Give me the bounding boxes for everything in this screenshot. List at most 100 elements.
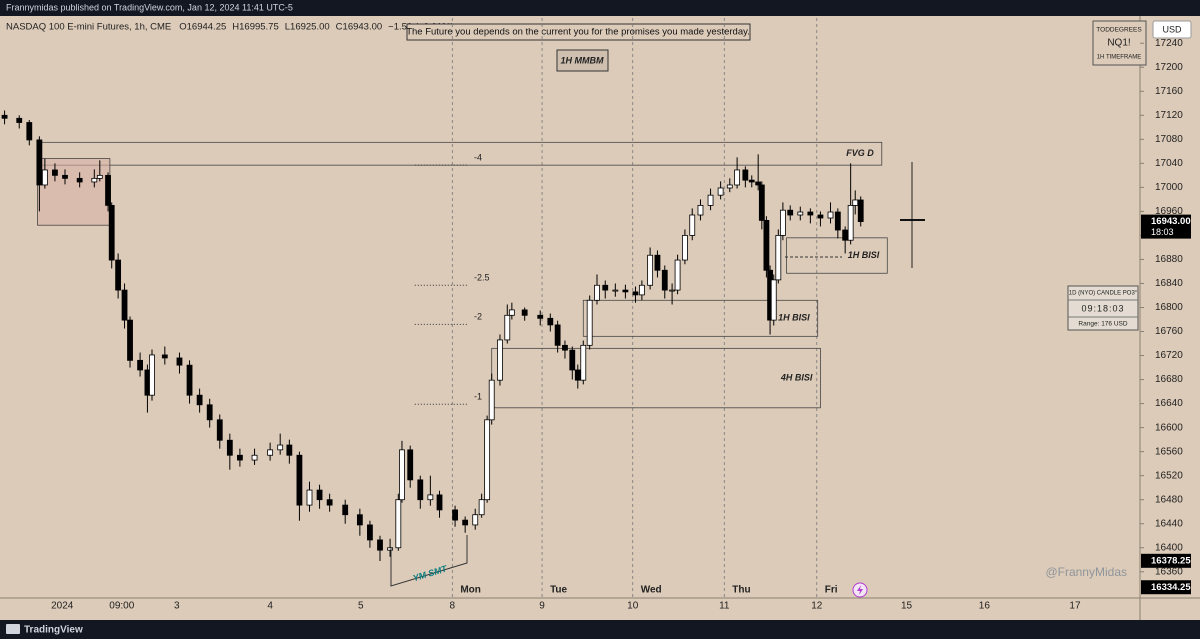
- info-symbol: NQ1!: [1107, 38, 1130, 49]
- candle-body: [41, 169, 48, 186]
- candle-body: [647, 254, 654, 286]
- y-tick-label: 17160: [1155, 86, 1183, 97]
- currency-button[interactable]: [1152, 20, 1192, 39]
- candle-body: [62, 174, 68, 179]
- y-tick-label: 17200: [1155, 62, 1183, 73]
- weekday-label: Mon: [460, 585, 481, 596]
- y-tick-label: 17240: [1155, 38, 1183, 49]
- candle-body: [580, 344, 587, 381]
- candle-body: [472, 514, 479, 526]
- candle-body: [569, 349, 576, 371]
- timer-panel: [1067, 285, 1139, 331]
- candle-body: [847, 204, 854, 241]
- y-tick-label: 16560: [1155, 446, 1183, 457]
- candle-body: [622, 289, 629, 293]
- publisher-text: Frannymidas published on TradingView.com…: [6, 2, 293, 12]
- x-tick-label: 9: [539, 601, 545, 612]
- info-timeframe: 1H TIMEFRAME: [1097, 55, 1142, 61]
- x-tick-label: 11: [719, 601, 730, 612]
- candle-body: [417, 479, 424, 501]
- smt-line: [390, 535, 468, 587]
- candle-body: [478, 499, 485, 516]
- candle-body: [237, 454, 243, 461]
- candle-body: [226, 439, 233, 456]
- candle-body: [554, 324, 561, 346]
- y-tick-label: 16760: [1155, 326, 1183, 337]
- candle-body: [632, 291, 639, 296]
- weekday-label: Thu: [732, 585, 750, 596]
- candle-body: [1, 114, 8, 119]
- candle-body: [797, 211, 804, 216]
- y-tick-label: 16960: [1155, 206, 1183, 217]
- timer-range: Range: 176 USD: [1078, 321, 1127, 328]
- x-tick-label: 12: [811, 601, 823, 612]
- candle-body: [707, 194, 714, 206]
- candle-body: [787, 209, 794, 216]
- candle-body: [697, 204, 704, 216]
- candle-body: [176, 357, 183, 366]
- zone-label: 4H BISI: [780, 372, 813, 382]
- mmbm-box: [556, 49, 609, 72]
- candle-body: [149, 354, 155, 396]
- weekday-label: Fri: [825, 585, 838, 596]
- candle-body: [105, 174, 111, 206]
- candle-body: [779, 209, 786, 236]
- plot-area: Mon Tue Wed Thu Fri FVG D 1H BISI 1H BISI 4H BIS…: [1, 18, 888, 598]
- candle-body: [674, 259, 681, 291]
- y-tick-label: 16720: [1155, 350, 1183, 361]
- x-tick-label: 8: [450, 601, 456, 612]
- candle-body: [602, 284, 609, 291]
- zone-box: [37, 158, 111, 226]
- price-tag: [1141, 580, 1191, 595]
- alert-bolt: [857, 585, 863, 595]
- candle-body: [834, 211, 841, 231]
- candle-body: [586, 299, 593, 346]
- candle-body: [654, 254, 661, 271]
- tv-logo: [6, 624, 20, 634]
- candle-body: [775, 235, 782, 281]
- candle-body: [758, 184, 765, 221]
- weekday-label: Wed: [641, 585, 662, 596]
- candle-body: [251, 454, 258, 461]
- candle-body: [748, 179, 755, 183]
- currency-label: USD: [1162, 24, 1182, 34]
- candle-body: [26, 122, 33, 141]
- y-tick-label: 16800: [1155, 302, 1183, 313]
- footer-brand[interactable]: TradingView: [24, 625, 83, 636]
- candle-body: [852, 199, 859, 206]
- y-tick-label: 17120: [1155, 110, 1183, 121]
- ohlc-low: L16925.00: [285, 22, 330, 33]
- price-axis: 2024 09:00 3 4 5 8 9 10 11 12 15 16 17 16360 16400 1644…: [51, 38, 1191, 612]
- weekday-label: Tue: [550, 585, 567, 596]
- candle-body: [734, 169, 741, 186]
- candle-body: [52, 169, 58, 176]
- candle-body: [770, 279, 777, 321]
- level-label: -1: [474, 392, 482, 402]
- price-tag: [1141, 214, 1191, 239]
- candle-body: [127, 319, 133, 361]
- zone-box: [582, 299, 819, 337]
- candle-body: [574, 369, 581, 381]
- candle-body: [562, 344, 568, 351]
- candle-body: [186, 364, 193, 396]
- level-label: -4: [474, 153, 482, 163]
- price-tag: [1141, 553, 1191, 568]
- candle-body: [367, 524, 373, 541]
- candle-body: [306, 489, 313, 506]
- candle-body: [763, 220, 770, 271]
- timer-time: 09:18:03: [1081, 303, 1124, 313]
- candle-body: [594, 284, 600, 301]
- price-tag-label: 16334.25: [1151, 582, 1191, 593]
- banner-text: The Future you depends on the current yo…: [406, 27, 750, 38]
- x-tick-label: 5: [358, 601, 364, 612]
- candle-body: [488, 379, 495, 421]
- candle-body: [462, 519, 469, 526]
- candle-body: [161, 354, 168, 359]
- zone-label: 1H BISI: [848, 250, 880, 260]
- candle-body: [661, 269, 668, 291]
- candle-body: [742, 169, 749, 181]
- candle-body: [356, 514, 363, 526]
- candle-body: [387, 547, 393, 551]
- candle-body: [115, 259, 122, 291]
- candle-body: [638, 284, 645, 296]
